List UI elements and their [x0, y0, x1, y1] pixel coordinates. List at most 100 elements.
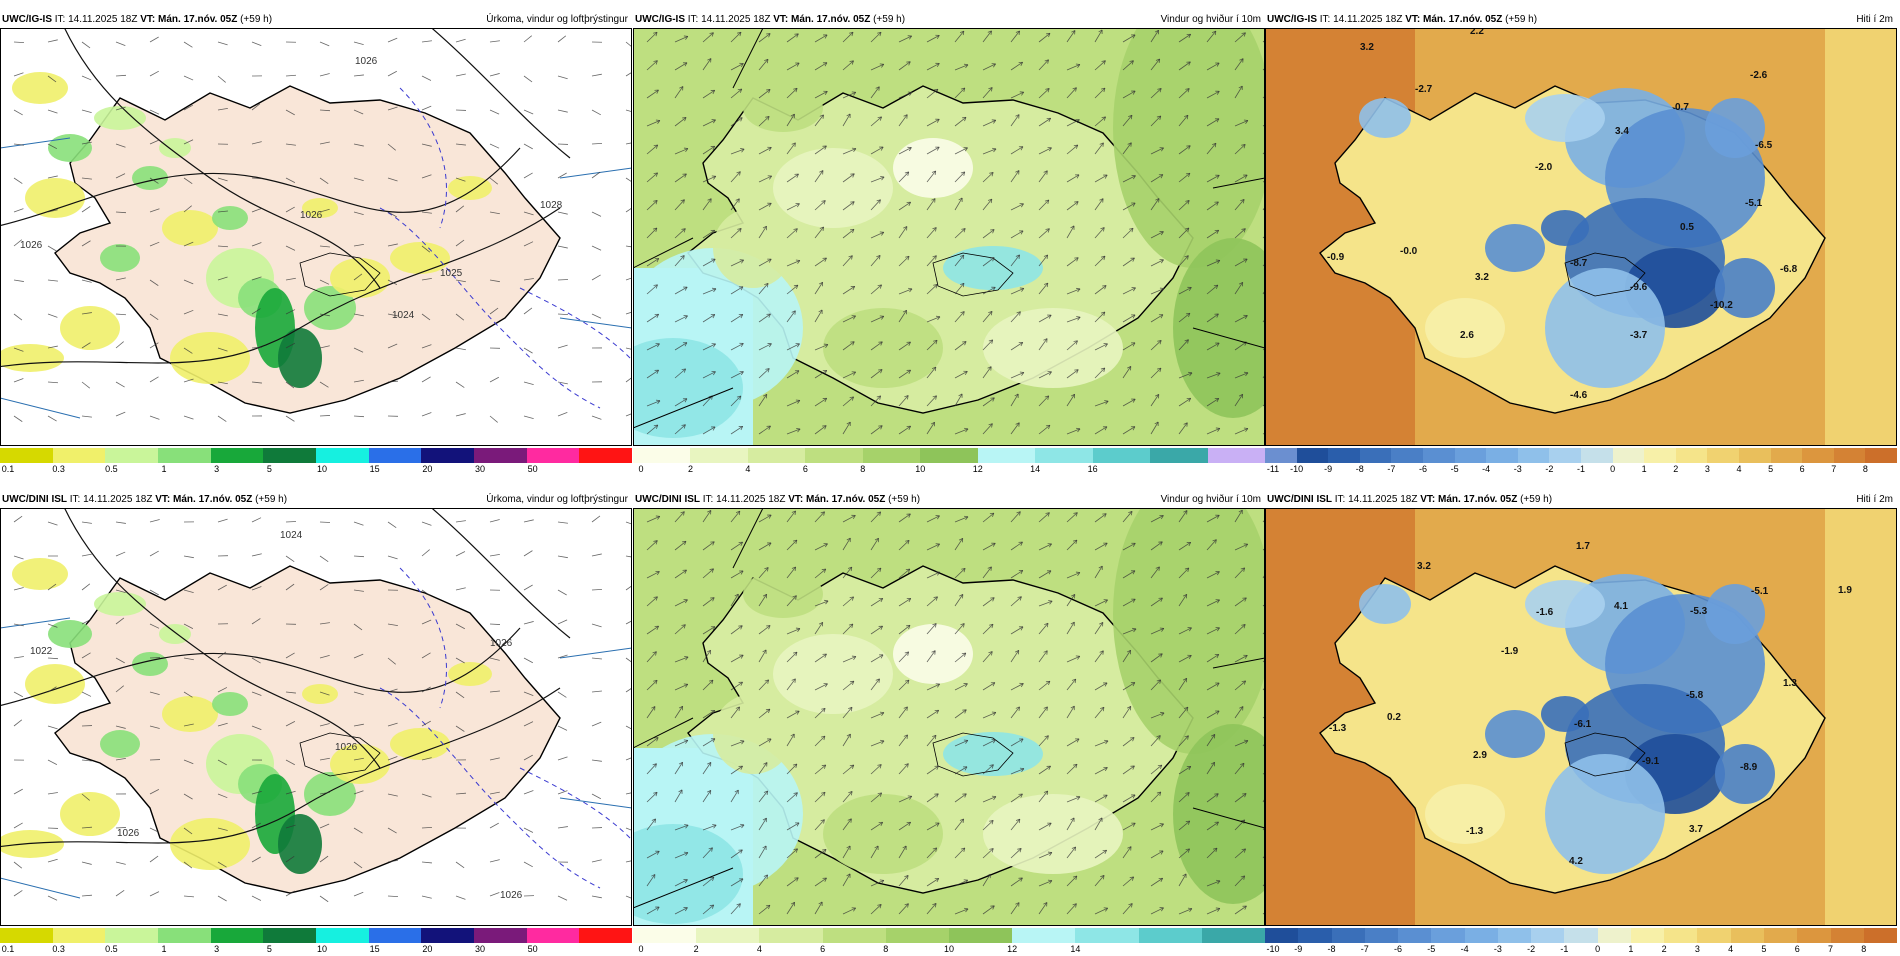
colorbar-segment [1764, 928, 1797, 943]
colorbar-tick-label: 0 [638, 464, 643, 474]
colorbar-segment [1208, 448, 1265, 463]
run-info: UWC/IG-IS IT: 14.11.2025 18Z VT: Mán. 17… [635, 12, 905, 28]
vt-label: VT: [773, 14, 788, 25]
init-time: 14.11.2025 18Z [1348, 494, 1417, 505]
field-patch [94, 592, 146, 616]
arrow-head [962, 341, 966, 342]
colorbar-tick-label: 10 [944, 944, 954, 954]
field-patch [12, 558, 68, 590]
arrow-head [656, 400, 660, 401]
colorbar-segment [1676, 448, 1708, 463]
colorbar-segment [1298, 928, 1331, 943]
valid-time: Mán. 17.nóv. 05Z [806, 494, 885, 505]
field-title: Hiti í 2m [1856, 12, 1893, 28]
field-patch [302, 684, 338, 704]
colorbar-tick-label: -6 [1419, 464, 1427, 474]
init-time: 14.11.2025 18Z [68, 14, 137, 25]
colorbar-tick-label: 0 [1595, 944, 1600, 954]
lead-time: (+59 h) [255, 494, 287, 505]
field-patch [1359, 98, 1411, 138]
colorbar-tick-label: -1 [1560, 944, 1568, 954]
colorbar-segment [1731, 928, 1764, 943]
colorbar-segment [369, 928, 422, 943]
temperature-label: 4.2 [1569, 856, 1583, 867]
colorbar-tick-label: -10 [1266, 944, 1279, 954]
colorbar-tick-label: 30 [475, 944, 485, 954]
field-patch [448, 176, 492, 200]
colorbar-tick-label: 0.1 [2, 464, 15, 474]
colorbar-segment [1631, 928, 1664, 943]
arrow-head [964, 516, 968, 517]
field-patch [48, 620, 92, 648]
colorbar-segment [1598, 928, 1631, 943]
colorbar-segment [1328, 448, 1360, 463]
field-patch [893, 138, 973, 198]
valid-time: Mán. 17.nóv. 05Z [173, 494, 252, 505]
colorbar-tick-label: 4 [757, 944, 762, 954]
colorbar-segment [1332, 928, 1365, 943]
colorbar-tick-label: 2 [694, 944, 699, 954]
it-label: IT: [1335, 494, 1346, 505]
map-area[interactable] [633, 508, 1265, 926]
temperature-label: -0.9 [1327, 252, 1345, 263]
panel-header: UWC/IG-IS IT: 14.11.2025 18Z VT: Mán. 17… [633, 12, 1265, 28]
colorbar-tick-label: 7 [1831, 464, 1836, 474]
it-label: IT: [1320, 14, 1331, 25]
arrow-head [964, 64, 968, 65]
field-patch [100, 244, 140, 272]
temperature-label: 3.2 [1360, 42, 1374, 53]
colorbar-tick-label: 0.5 [105, 464, 118, 474]
colorbar-tick-label: 5 [267, 944, 272, 954]
field-patch [1359, 584, 1411, 624]
field-title: Úrkoma, vindur og loftþrýstingur [486, 492, 628, 508]
colorbar-tick-label: -7 [1387, 464, 1395, 474]
arrow-head [684, 852, 688, 853]
temperature-label: -1.3 [1329, 723, 1347, 734]
arrow-head [766, 89, 770, 90]
wind-barb [558, 279, 568, 280]
colorbar-tick-label: 5 [267, 464, 272, 474]
temperature-label: -6.5 [1755, 140, 1773, 151]
colorbar-segment [1697, 928, 1730, 943]
colorbar-segment [211, 448, 264, 463]
colorbar-tick-label: 4 [1728, 944, 1733, 954]
colorbar-tick-label: 0 [638, 944, 643, 954]
colorbar-segment [527, 448, 580, 463]
field-patch [390, 728, 450, 760]
field-patch [1425, 784, 1505, 844]
colorbar-segment [1613, 448, 1645, 463]
colorbar-segment [823, 928, 886, 943]
colorbar-tick-label: 10 [317, 464, 327, 474]
colorbar [633, 448, 1265, 463]
colorbar-tick-label: 50 [528, 464, 538, 474]
colorbar-tick-label: 0.5 [105, 944, 118, 954]
arrow-head [962, 117, 966, 118]
field-patch [1525, 580, 1605, 628]
map-area[interactable] [633, 28, 1265, 446]
temperature-label: 0.7 [1675, 102, 1689, 113]
map-panel-precip: UWC/IG-IS IT: 14.11.2025 18Z VT: Mán. 17… [0, 12, 632, 476]
colorbar-tick-label: 10 [317, 944, 327, 954]
field-patch [743, 570, 823, 618]
colorbar-segment [1664, 928, 1697, 943]
map-svg: 3.22.2-2.73.40.7-2.6-6.5-2.0-5.10.5-0.9-… [1265, 28, 1897, 446]
field-patch [448, 662, 492, 686]
map-panel-temp: UWC/DINI ISL IT: 14.11.2025 18Z VT: Mán.… [1265, 492, 1897, 956]
temperature-label: 3.7 [1689, 824, 1703, 835]
colorbar-segment [1644, 448, 1676, 463]
colorbar-segment [263, 448, 316, 463]
temperature-label: -1.3 [1466, 826, 1484, 837]
isobar-label: 1026 [355, 56, 378, 67]
arrow-head [1102, 286, 1106, 287]
valid-time: Mán. 17.nóv. 05Z [1423, 14, 1502, 25]
colorbar-segment [316, 448, 369, 463]
lead-time: (+59 h) [1520, 494, 1552, 505]
colorbar-segment [748, 448, 805, 463]
model-label: UWC/IG-IS [1267, 14, 1317, 25]
colorbar-segment [474, 928, 527, 943]
